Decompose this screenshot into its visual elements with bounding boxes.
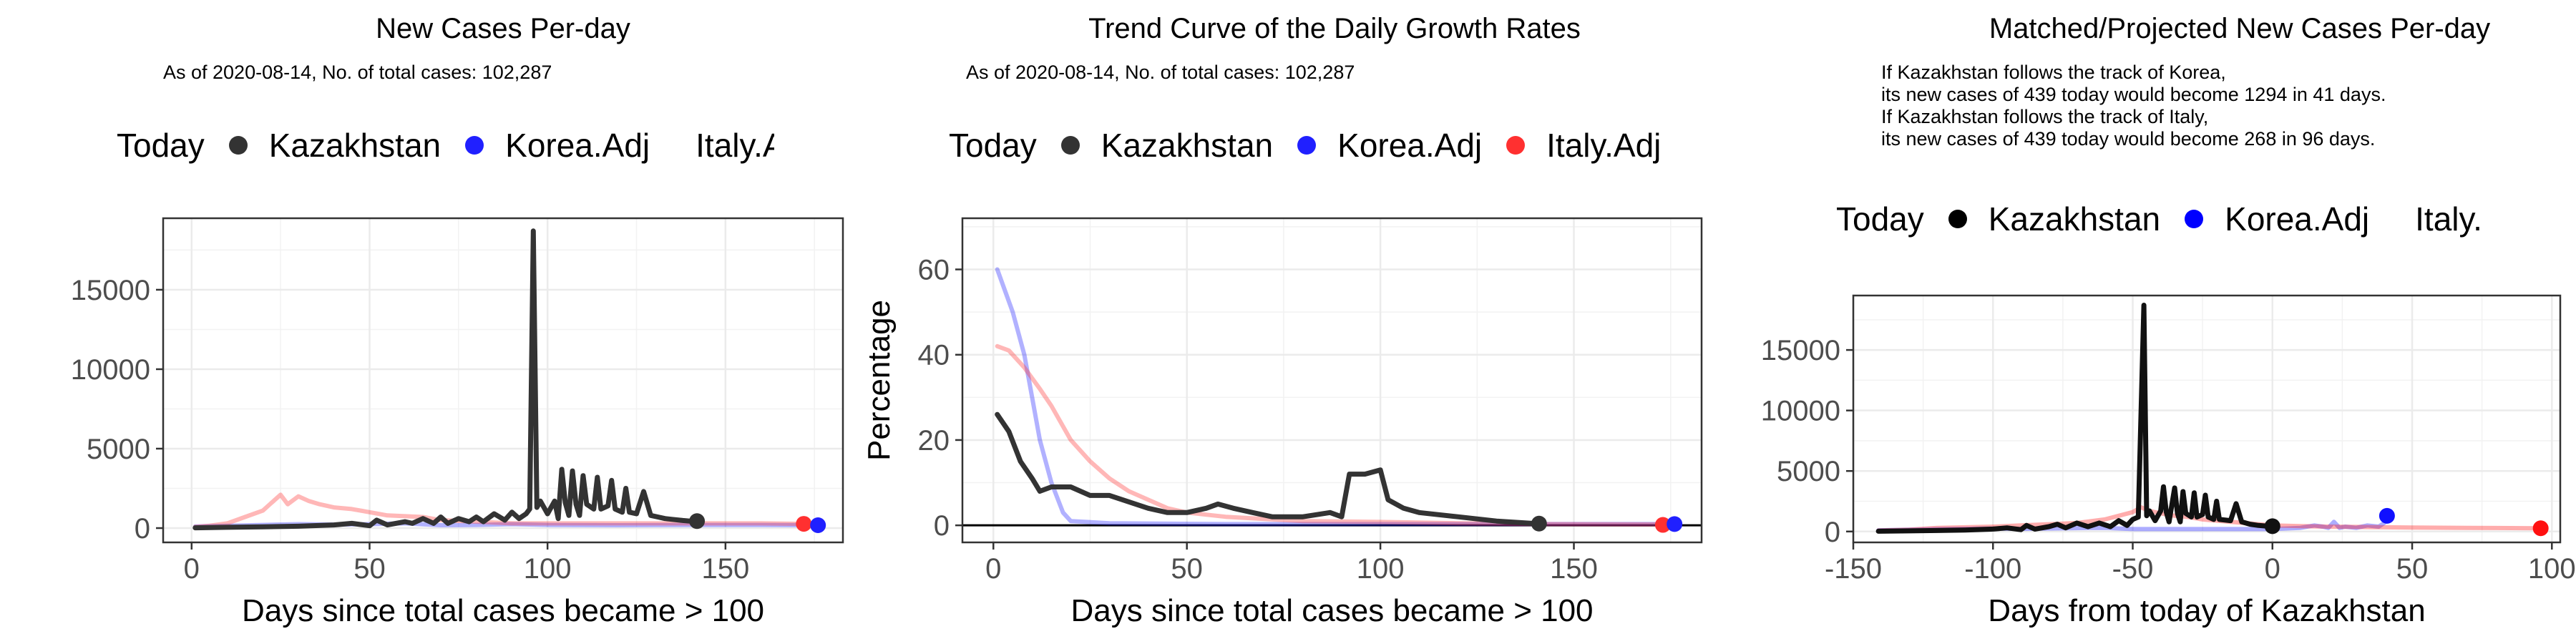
legend-item-korea: Korea.Adj [465,126,650,165]
subtitle-line: If Kazakhstan follows the track of Italy… [1881,106,2209,127]
x-tick-label: 100 [524,553,572,585]
x-tick-label: 100 [1357,553,1405,585]
series-line-italy-adj [995,343,1662,527]
legend-marker [228,136,248,155]
x-tick-label: 0 [985,553,1001,585]
x-axis-label: Days since total cases became > 100 [1070,593,1593,628]
today-point-kazakhstan [689,513,706,530]
legend-marker [1506,136,1526,155]
legend-marker [465,136,484,155]
today-point-korea-adj [1667,516,1683,532]
legend-item-italy: Italy.Adj [1506,126,1661,165]
legend-label: Italy.Adj [1546,127,1662,164]
y-tick-label: 0 [1825,517,1840,548]
x-tick-label: 0 [2265,553,2280,585]
chart-title: New Cases Per-day [376,13,630,44]
chart-subtitle: As of 2020-08-14, No. of total cases: 10… [966,62,1355,83]
panel-border [1852,294,2562,544]
legend-label: Italy.A [2415,200,2479,238]
legend-marker [2185,210,2204,228]
chart-subtitle: As of 2020-08-14, No. of total cases: 10… [163,62,552,83]
today-point-korea-adj [810,517,826,534]
x-tick-label: -100 [1964,553,2021,585]
legend-item-kazakhstan: Kazakhstan [1948,200,2160,238]
x-axis-label: Days since total cases became > 100 [242,593,764,628]
x-tick-label: 50 [1171,553,1203,585]
x-tick-label: 150 [701,553,749,585]
plot-1: 0 50 100 150 0 5000 10000 15000 Days since total… [71,217,844,628]
legend-label: Kazakhstan [268,127,441,164]
legend-marker [1060,136,1080,155]
legend-item-italy: Italy.A [674,126,774,165]
subtitle-line: its new cases of 439 today would become … [1881,128,2376,150]
today-point-italy-adj [796,516,812,532]
legend-marker [1948,210,1967,228]
x-tick-label: -50 [2112,553,2154,585]
plot-2: 0 50 100 150 0 20 40 60 Days since total cases b… [862,217,1703,628]
panel-border [961,217,1703,544]
legend-item-korea: Korea.Adj [1297,126,1482,165]
today-point-kazakhstan [1531,515,1547,532]
today-point-italy-adj [2532,520,2549,537]
x-tick-label: 100 [2528,553,2576,585]
legend-label: Italy.A [696,127,775,164]
panel-border [162,217,844,544]
x-tick-label: -150 [1825,553,1882,585]
series-line-kazakhstan [995,411,1546,527]
legend-item-italy: Italy.A [2394,200,2479,238]
legend-title: Today [1836,200,1924,238]
chart-panel-3: Matched/Projected New Cases Per-day If K… [1717,0,2576,644]
chart-title: Trend Curve of the Daily Growth Rates [1088,13,1581,44]
chart-title: Matched/Projected New Cases Per-day [1989,13,2491,44]
legend-label: Korea.Adj [1337,127,1483,164]
y-tick-label: 40 [918,340,950,371]
x-tick-label: 50 [2396,553,2429,585]
y-tick-label: 5000 [1777,456,1840,487]
legend-item-kazakhstan: Kazakhstan [1060,126,1274,165]
series-line-kazakhstan [192,228,700,531]
legend-marker [1297,136,1317,155]
y-tick-label: 5000 [87,434,150,465]
x-tick-label: 150 [1550,553,1598,585]
legend-title: Today [117,127,205,164]
series-line-kazakhstan [1875,303,2275,534]
y-tick-label: 15000 [71,275,150,306]
legend: Today Kazakhstan Korea.Adj Italy.Adj [949,126,1685,165]
chart-panel-2: Trend Curve of the Daily Growth Rates As… [859,0,1717,644]
legend: Today Kazakhstan Korea.Adj Italy.A [117,126,799,165]
series-line-korea-adj [995,267,1677,527]
subtitle-line: If Kazakhstan follows the track of Korea… [1881,62,2226,83]
legend-item-kazakhstan: Kazakhstan [228,126,441,165]
legend-item-korea: Korea.Adj [2185,200,2369,238]
legend-label: Kazakhstan [1988,200,2161,238]
y-tick-label: 20 [918,425,950,457]
y-tick-label: 15000 [1761,335,1840,366]
x-tick-label: 50 [353,553,386,585]
y-tick-label: 60 [918,255,950,286]
legend-label: Kazakhstan [1101,127,1274,164]
today-point-kazakhstan [2264,518,2280,535]
x-tick-label: 0 [184,553,200,585]
today-point-korea-adj [2379,507,2395,524]
legend-title: Today [949,127,1037,164]
today-point-italy-adj [1654,517,1671,533]
y-tick-label: 10000 [71,354,150,386]
y-tick-label: 10000 [1761,396,1840,427]
legend-label: Korea.Adj [2225,200,2370,238]
y-axis-label: Percentage [862,300,897,461]
subtitle-line: its new cases of 439 today would become … [1881,84,2386,105]
y-tick-label: 0 [135,513,150,545]
y-tick-label: 0 [934,510,950,542]
legend: Today Kazakhstan Korea.Adj Italy.A [1836,200,2504,238]
chart-panel-1: New Cases Per-day As of 2020-08-14, No. … [0,0,859,644]
legend-label: Korea.Adj [505,127,650,164]
series-line-italy-adj [192,492,806,530]
plot-3: -150 -100 -50 0 50 100 0 5000 10000 15000 Days fro… [1761,294,2576,628]
x-axis-label: Days from today of Kazakhstan [1988,593,2425,628]
